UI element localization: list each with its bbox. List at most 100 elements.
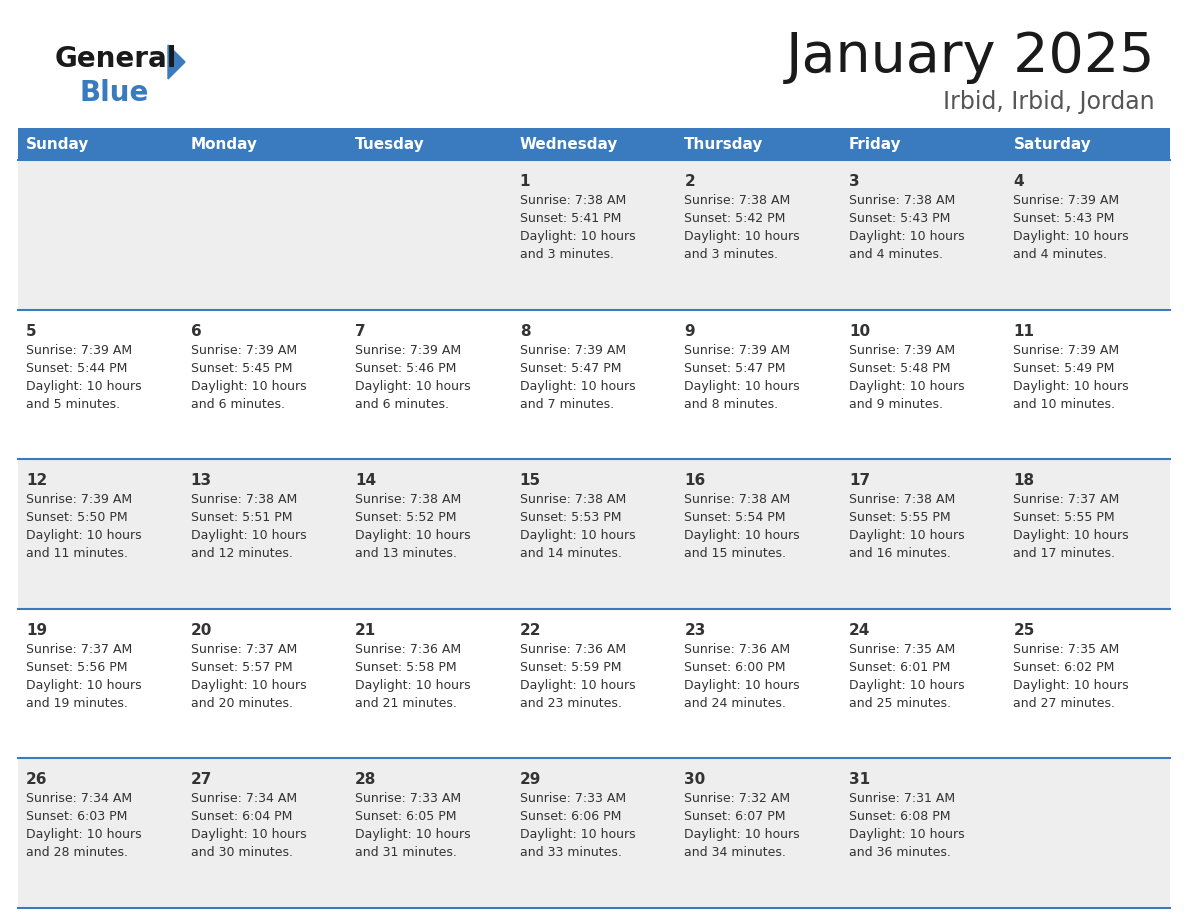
Text: Sunset: 5:44 PM: Sunset: 5:44 PM <box>26 362 127 375</box>
Text: Monday: Monday <box>190 138 258 152</box>
Text: Sunset: 5:51 PM: Sunset: 5:51 PM <box>190 511 292 524</box>
Text: 30: 30 <box>684 772 706 788</box>
Text: Sunset: 6:00 PM: Sunset: 6:00 PM <box>684 661 785 674</box>
Text: Sunrise: 7:37 AM: Sunrise: 7:37 AM <box>190 643 297 655</box>
Text: Daylight: 10 hours: Daylight: 10 hours <box>519 230 636 243</box>
Text: Sunset: 5:55 PM: Sunset: 5:55 PM <box>849 511 950 524</box>
Text: and 28 minutes.: and 28 minutes. <box>26 846 128 859</box>
Text: and 10 minutes.: and 10 minutes. <box>1013 397 1116 410</box>
Text: Sunrise: 7:34 AM: Sunrise: 7:34 AM <box>26 792 132 805</box>
Text: Sunrise: 7:39 AM: Sunrise: 7:39 AM <box>26 343 132 356</box>
Text: Sunrise: 7:39 AM: Sunrise: 7:39 AM <box>26 493 132 506</box>
Text: Daylight: 10 hours: Daylight: 10 hours <box>684 380 800 393</box>
Text: 6: 6 <box>190 324 201 339</box>
Text: Sunrise: 7:39 AM: Sunrise: 7:39 AM <box>684 343 790 356</box>
Text: Sunrise: 7:37 AM: Sunrise: 7:37 AM <box>1013 493 1119 506</box>
Text: and 7 minutes.: and 7 minutes. <box>519 397 614 410</box>
Text: Sunset: 5:41 PM: Sunset: 5:41 PM <box>519 212 621 225</box>
Text: Sunset: 6:03 PM: Sunset: 6:03 PM <box>26 811 127 823</box>
Text: Daylight: 10 hours: Daylight: 10 hours <box>355 380 470 393</box>
Text: 1: 1 <box>519 174 530 189</box>
Text: and 6 minutes.: and 6 minutes. <box>190 397 285 410</box>
Text: Sunrise: 7:33 AM: Sunrise: 7:33 AM <box>355 792 461 805</box>
Text: Sunrise: 7:37 AM: Sunrise: 7:37 AM <box>26 643 132 655</box>
Text: 10: 10 <box>849 324 870 339</box>
Text: Sunset: 5:58 PM: Sunset: 5:58 PM <box>355 661 456 674</box>
Text: Sunrise: 7:35 AM: Sunrise: 7:35 AM <box>849 643 955 655</box>
Text: Daylight: 10 hours: Daylight: 10 hours <box>1013 529 1129 543</box>
Text: and 19 minutes.: and 19 minutes. <box>26 697 128 710</box>
Text: Daylight: 10 hours: Daylight: 10 hours <box>355 529 470 543</box>
Text: 5: 5 <box>26 324 37 339</box>
Text: 24: 24 <box>849 622 871 638</box>
Text: 19: 19 <box>26 622 48 638</box>
Text: Daylight: 10 hours: Daylight: 10 hours <box>190 380 307 393</box>
Text: Sunrise: 7:31 AM: Sunrise: 7:31 AM <box>849 792 955 805</box>
Text: Sunrise: 7:35 AM: Sunrise: 7:35 AM <box>1013 643 1119 655</box>
Text: Sunset: 6:07 PM: Sunset: 6:07 PM <box>684 811 785 823</box>
Bar <box>18 309 1170 459</box>
Text: 8: 8 <box>519 324 530 339</box>
Text: Sunrise: 7:38 AM: Sunrise: 7:38 AM <box>355 493 461 506</box>
Text: 13: 13 <box>190 473 211 488</box>
Text: and 24 minutes.: and 24 minutes. <box>684 697 786 710</box>
Text: and 34 minutes.: and 34 minutes. <box>684 846 786 859</box>
Text: Blue: Blue <box>80 79 150 107</box>
Text: Daylight: 10 hours: Daylight: 10 hours <box>1013 380 1129 393</box>
Text: 25: 25 <box>1013 622 1035 638</box>
Text: 21: 21 <box>355 622 377 638</box>
Bar <box>347 128 512 160</box>
Text: General: General <box>55 45 177 73</box>
Text: Sunset: 5:46 PM: Sunset: 5:46 PM <box>355 362 456 375</box>
Text: 9: 9 <box>684 324 695 339</box>
Text: Sunrise: 7:36 AM: Sunrise: 7:36 AM <box>684 643 790 655</box>
Text: Sunset: 6:08 PM: Sunset: 6:08 PM <box>849 811 950 823</box>
Text: Sunset: 5:53 PM: Sunset: 5:53 PM <box>519 511 621 524</box>
Text: Sunrise: 7:34 AM: Sunrise: 7:34 AM <box>190 792 297 805</box>
Text: Sunrise: 7:39 AM: Sunrise: 7:39 AM <box>1013 343 1119 356</box>
Text: and 9 minutes.: and 9 minutes. <box>849 397 943 410</box>
Text: Daylight: 10 hours: Daylight: 10 hours <box>26 828 141 842</box>
Text: Tuesday: Tuesday <box>355 138 425 152</box>
Text: Daylight: 10 hours: Daylight: 10 hours <box>519 678 636 692</box>
Text: Sunset: 5:56 PM: Sunset: 5:56 PM <box>26 661 127 674</box>
Text: 3: 3 <box>849 174 859 189</box>
Bar <box>18 758 1170 908</box>
Text: Sunrise: 7:39 AM: Sunrise: 7:39 AM <box>1013 194 1119 207</box>
Text: Irbid, Irbid, Jordan: Irbid, Irbid, Jordan <box>943 90 1155 114</box>
Text: and 20 minutes.: and 20 minutes. <box>190 697 292 710</box>
Text: 7: 7 <box>355 324 366 339</box>
Text: Sunrise: 7:38 AM: Sunrise: 7:38 AM <box>684 493 790 506</box>
Text: 2: 2 <box>684 174 695 189</box>
Text: and 4 minutes.: and 4 minutes. <box>1013 248 1107 261</box>
Bar <box>512 128 676 160</box>
Text: Daylight: 10 hours: Daylight: 10 hours <box>190 828 307 842</box>
Text: Daylight: 10 hours: Daylight: 10 hours <box>519 529 636 543</box>
Text: Daylight: 10 hours: Daylight: 10 hours <box>519 828 636 842</box>
Text: Daylight: 10 hours: Daylight: 10 hours <box>355 678 470 692</box>
Text: Daylight: 10 hours: Daylight: 10 hours <box>1013 230 1129 243</box>
Text: Sunset: 5:47 PM: Sunset: 5:47 PM <box>519 362 621 375</box>
Text: and 21 minutes.: and 21 minutes. <box>355 697 457 710</box>
Text: and 8 minutes.: and 8 minutes. <box>684 397 778 410</box>
Text: Sunrise: 7:39 AM: Sunrise: 7:39 AM <box>190 343 297 356</box>
Text: and 11 minutes.: and 11 minutes. <box>26 547 128 560</box>
Text: Daylight: 10 hours: Daylight: 10 hours <box>684 230 800 243</box>
Text: Daylight: 10 hours: Daylight: 10 hours <box>684 828 800 842</box>
Text: Daylight: 10 hours: Daylight: 10 hours <box>355 828 470 842</box>
Text: and 16 minutes.: and 16 minutes. <box>849 547 950 560</box>
Text: January 2025: January 2025 <box>785 30 1155 84</box>
Text: Sunset: 5:47 PM: Sunset: 5:47 PM <box>684 362 785 375</box>
Text: Daylight: 10 hours: Daylight: 10 hours <box>26 678 141 692</box>
Text: Sunset: 6:04 PM: Sunset: 6:04 PM <box>190 811 292 823</box>
Text: 22: 22 <box>519 622 542 638</box>
Text: and 31 minutes.: and 31 minutes. <box>355 846 457 859</box>
Text: and 17 minutes.: and 17 minutes. <box>1013 547 1116 560</box>
Text: Thursday: Thursday <box>684 138 764 152</box>
Text: and 12 minutes.: and 12 minutes. <box>190 547 292 560</box>
Text: and 3 minutes.: and 3 minutes. <box>684 248 778 261</box>
Text: Sunrise: 7:38 AM: Sunrise: 7:38 AM <box>190 493 297 506</box>
Text: 15: 15 <box>519 473 541 488</box>
Text: Daylight: 10 hours: Daylight: 10 hours <box>26 380 141 393</box>
Text: 4: 4 <box>1013 174 1024 189</box>
